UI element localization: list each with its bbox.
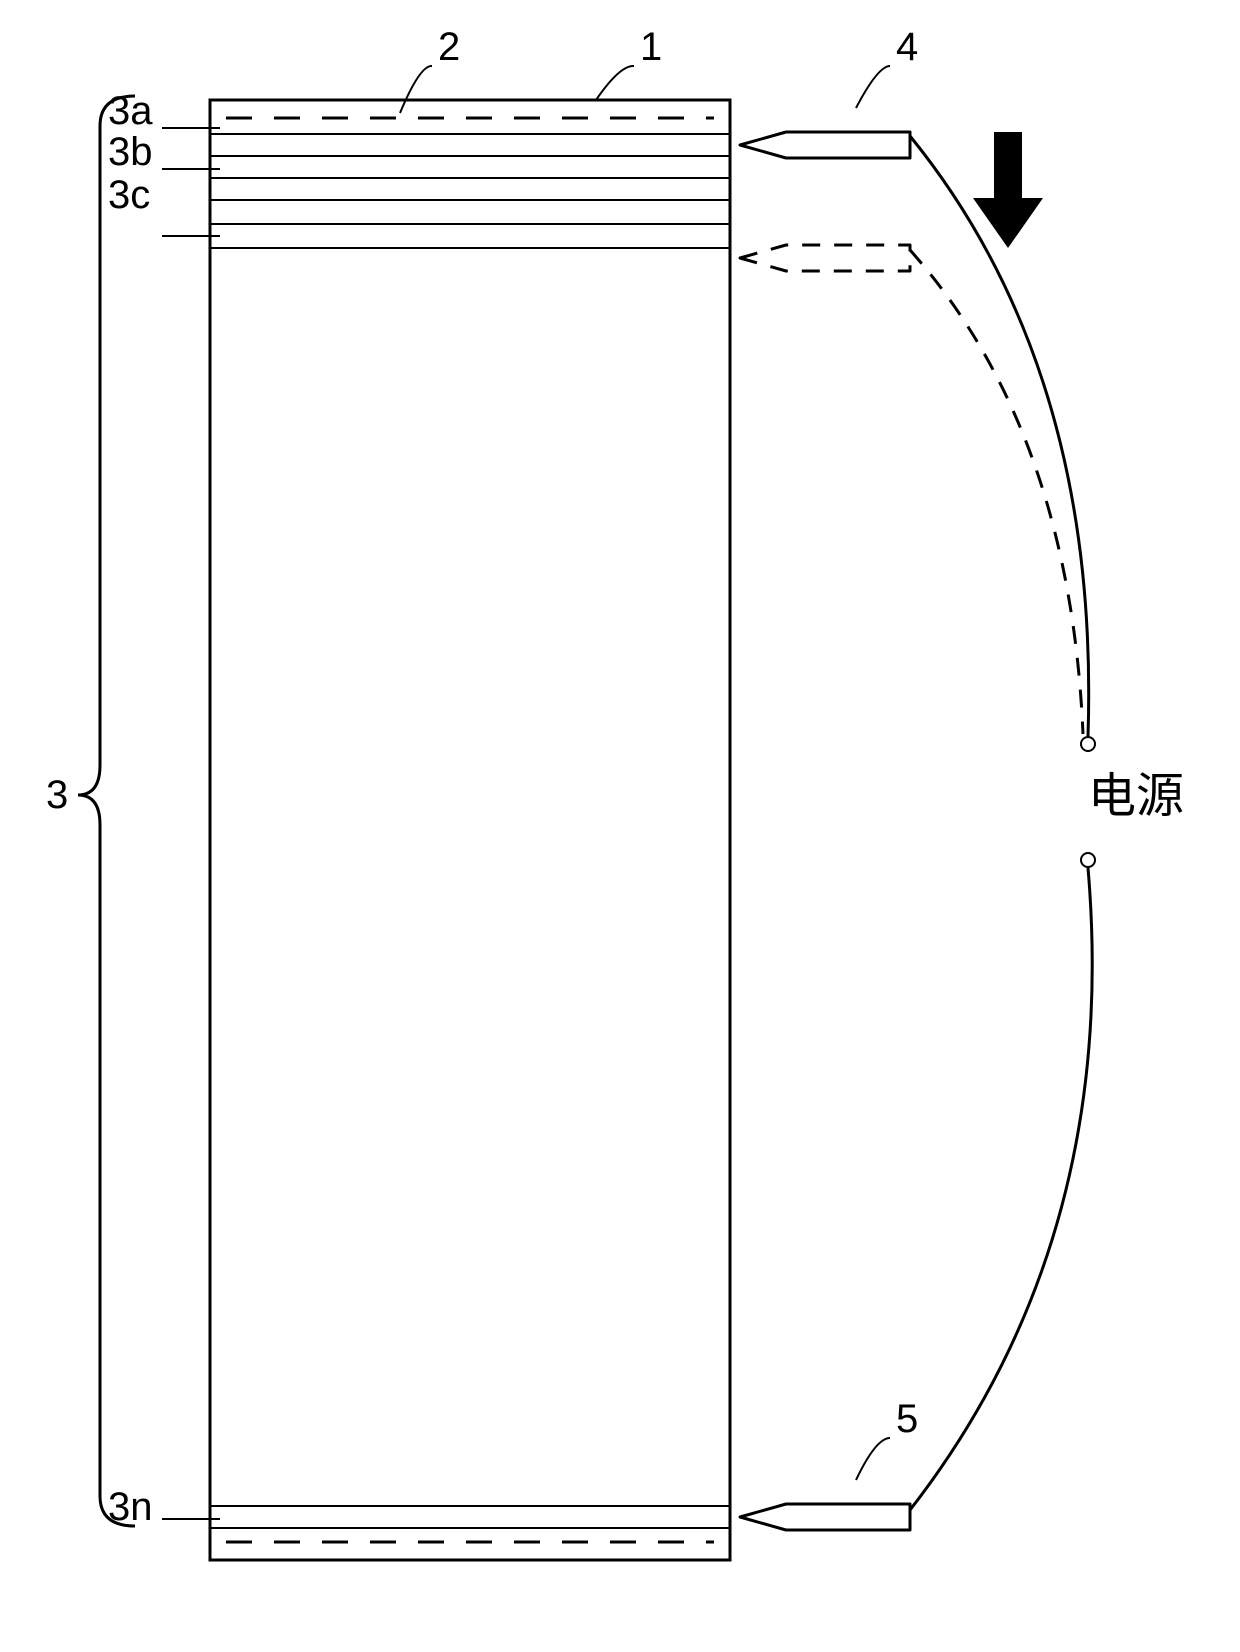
power-label: 电源 [1088, 770, 1184, 823]
probe-top [740, 132, 910, 158]
label-3a: 3a [108, 89, 153, 133]
power-terminal-bottom [1081, 853, 1095, 867]
label-5: 5 [896, 1397, 918, 1441]
probe-bottom [740, 1504, 910, 1530]
power-terminal-top [1081, 737, 1095, 751]
label-4: 4 [896, 25, 918, 69]
wire-top-dashed [910, 250, 1083, 734]
brace-3 [78, 96, 135, 1526]
label-3b: 3b [108, 130, 153, 174]
down-arrow-icon [973, 132, 1043, 248]
leader-5 [856, 1438, 890, 1480]
label-2: 2 [438, 25, 460, 69]
leader-2 [400, 66, 432, 113]
leader-4 [856, 66, 890, 108]
wire-bottom-solid [910, 868, 1092, 1510]
label-3: 3 [46, 773, 68, 817]
main-container-rect [210, 100, 730, 1560]
label-3n: 3n [108, 1485, 153, 1529]
label-1: 1 [640, 25, 662, 69]
label-3c: 3c [108, 173, 150, 217]
probe-top-dashed [740, 245, 910, 271]
leader-1 [596, 66, 634, 100]
